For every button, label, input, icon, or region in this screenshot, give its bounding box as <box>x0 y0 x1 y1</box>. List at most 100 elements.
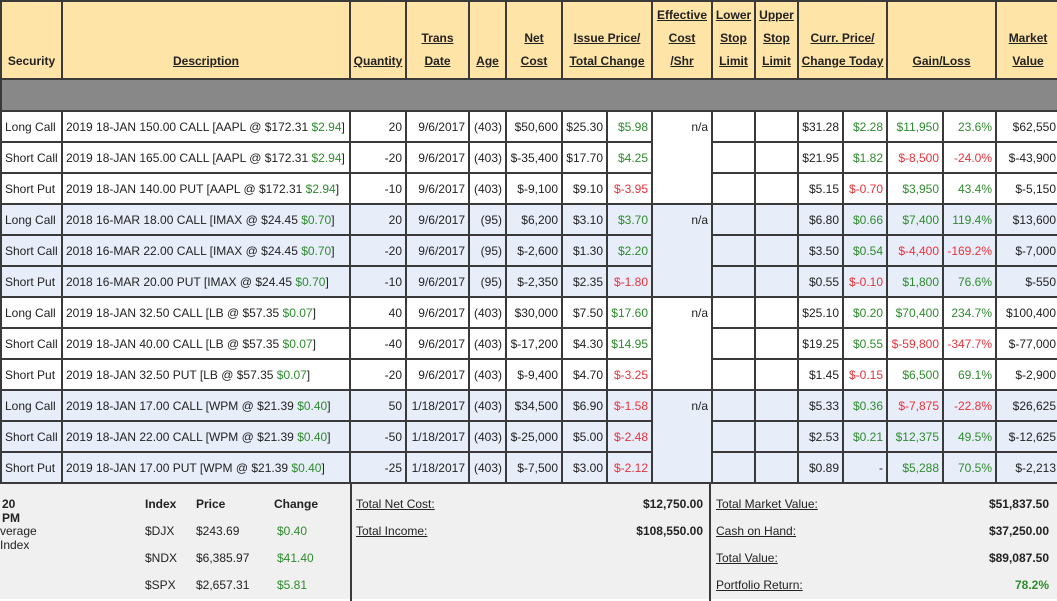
separator-row <box>0 78 1057 112</box>
upper-stop-limit-cell[interactable] <box>754 172 799 205</box>
issue-price-cell: $4.70 <box>561 358 608 391</box>
total-value: $89,087.50 <box>988 551 1049 565</box>
upper-stop-limit-cell[interactable] <box>754 327 799 360</box>
header-label[interactable]: Curr. Price/ <box>810 31 875 45</box>
net-cost-cell: $50,600 <box>505 110 563 143</box>
upper-stop-limit-cell[interactable] <box>754 234 799 267</box>
column-header[interactable]: Effective Cost/Shr <box>651 0 713 80</box>
header-label[interactable]: Total Change <box>569 54 645 68</box>
lower-stop-limit-cell[interactable] <box>711 203 756 236</box>
lower-stop-limit-cell[interactable] <box>711 296 756 329</box>
position-row[interactable]: Short Call 2018 16-MAR 22.00 CALL [IMAX @… <box>0 234 1057 267</box>
issue-price-cell: $2.35 <box>561 265 608 298</box>
current-price-cell: $31.28 <box>797 110 844 143</box>
lower-stop-limit-cell[interactable] <box>711 389 756 422</box>
column-header[interactable]: Net Cost <box>505 0 563 80</box>
position-row[interactable]: Long Call 2018 16-MAR 18.00 CALL [IMAX @ … <box>0 203 1057 298</box>
position-row[interactable]: Short Call 2019 18-JAN 40.00 CALL [LB @ $… <box>0 327 1057 360</box>
header-label[interactable]: Issue Price/ <box>573 31 641 45</box>
upper-stop-limit-cell[interactable] <box>754 110 799 143</box>
header-label[interactable]: Description <box>172 54 239 68</box>
position-row[interactable]: Long Call 2019 18-JAN 150.00 CALL [AAPL @… <box>0 110 1057 205</box>
gain-loss-cell: $-8,500 <box>886 141 945 174</box>
quantity-cell: -40 <box>349 327 407 360</box>
position-row[interactable]: Short Put 2018 16-MAR 20.00 PUT [IMAX @ $… <box>0 265 1057 298</box>
desc: 2019 18-JAN 40.00 CALL [LB @ $57.35 <box>66 336 283 351</box>
gain-loss-pct-cell: 70.5% <box>942 451 998 484</box>
position-row[interactable]: Long Call 2019 18-JAN 17.00 CALL [WPM @ $… <box>0 389 1057 484</box>
upper-stop-limit-cell[interactable] <box>754 265 799 298</box>
header-label[interactable]: Limit <box>719 54 748 68</box>
header-label[interactable]: Limit <box>762 54 791 68</box>
header-label[interactable]: Trans <box>421 31 454 45</box>
upper-stop-limit-cell[interactable] <box>754 141 799 174</box>
trans-date-cell: 9/6/2017 <box>405 110 470 143</box>
lower-stop-limit-cell[interactable] <box>711 234 756 267</box>
trans-date-cell: 1/18/2017 <box>405 451 470 484</box>
upper-stop-limit-cell[interactable] <box>754 451 799 484</box>
column-header[interactable]: Age <box>468 0 507 80</box>
upper-stop-limit-cell[interactable] <box>754 296 799 329</box>
age-cell: (403) <box>468 451 507 484</box>
column-header[interactable]: Lower Stop Limit <box>711 0 756 80</box>
header-label[interactable]: Effective <box>656 8 708 22</box>
upper-stop-limit-cell[interactable] <box>754 358 799 391</box>
column-header[interactable]: Gain/Loss <box>886 0 998 80</box>
column-header[interactable]: Trans Date <box>405 0 470 80</box>
column-header[interactable]: Upper Stop Limit <box>754 0 799 80</box>
position-row[interactable]: Long Call 2019 18-JAN 32.50 CALL [LB @ $5… <box>0 296 1057 391</box>
upper-stop-limit-cell[interactable] <box>754 203 799 236</box>
column-header[interactable]: Curr. Price/Change Today <box>796 0 889 80</box>
current-price-cell: $3.50 <box>797 234 844 267</box>
header-label[interactable]: Cost <box>520 54 548 68</box>
issue-price-cell: $9.10 <box>561 172 608 205</box>
header-label[interactable]: Age <box>476 54 499 68</box>
column-header[interactable]: Issue Price/Total Change <box>561 0 653 80</box>
trans-date-cell: 9/6/2017 <box>405 234 470 267</box>
market-value-cell: $100,400 <box>995 296 1057 329</box>
header-label[interactable]: Stop <box>763 31 790 45</box>
desc-end: ] <box>325 274 329 289</box>
lower-stop-limit-cell[interactable] <box>711 110 756 143</box>
net-cost-cell: $-17,200 <box>505 327 563 360</box>
upper-stop-limit-cell[interactable] <box>754 389 799 422</box>
total-net-cost-value: $12,750.00 <box>642 497 703 511</box>
header-label[interactable]: Net <box>524 31 544 45</box>
index-col-header: Index <box>145 497 177 511</box>
header-label[interactable]: Gain/Loss <box>912 54 971 68</box>
header-label[interactable]: Lower <box>715 8 752 22</box>
column-header[interactable]: Market Value <box>995 0 1057 80</box>
header-label[interactable]: Stop <box>720 31 747 45</box>
lower-stop-limit-cell[interactable] <box>711 358 756 391</box>
total-change-cell: $-1.80 <box>606 265 653 298</box>
position-row[interactable]: Short Put 2019 18-JAN 32.50 PUT [LB @ $57… <box>0 358 1057 391</box>
header-label[interactable]: Quantity <box>353 54 403 68</box>
upper-stop-limit-cell[interactable] <box>754 420 799 453</box>
lower-stop-limit-cell[interactable] <box>711 172 756 205</box>
cost-section: Total Net Cost: $12,750.00 Total Income:… <box>350 484 711 601</box>
position-row[interactable]: Short Put 2019 18-JAN 140.00 PUT [AAPL @ … <box>0 172 1057 205</box>
lower-stop-limit-cell[interactable] <box>711 420 756 453</box>
lower-stop-limit-cell[interactable] <box>711 451 756 484</box>
desc-change: $0.40 <box>291 460 322 475</box>
header-label[interactable]: Change Today <box>801 54 884 68</box>
net-cost-cell: $-35,400 <box>505 141 563 174</box>
header-label[interactable]: Date <box>424 54 451 68</box>
header-label[interactable]: Upper <box>759 8 794 22</box>
position-row[interactable]: Short Call 2019 18-JAN 22.00 CALL [WPM @ … <box>0 420 1057 453</box>
issue-price-cell: $3.10 <box>561 203 608 236</box>
lower-stop-limit-cell[interactable] <box>711 141 756 174</box>
column-header[interactable]: Description <box>61 0 351 80</box>
position-row[interactable]: Short Put 2019 18-JAN 17.00 PUT [WPM @ $2… <box>0 451 1057 484</box>
header-label[interactable]: Market <box>1008 31 1048 45</box>
position-row[interactable]: Short Call 2019 18-JAN 165.00 CALL [AAPL … <box>0 141 1057 174</box>
total-market-value: $51,837.50 <box>988 497 1049 511</box>
market-value-cell: $26,625 <box>995 389 1057 422</box>
column-header[interactable]: Quantity <box>349 0 407 80</box>
header-label[interactable]: Cost <box>668 31 696 45</box>
lower-stop-limit-cell[interactable] <box>711 327 756 360</box>
header-label[interactable]: Value <box>1012 54 1044 68</box>
header-label[interactable]: /Shr <box>670 54 694 68</box>
lower-stop-limit-cell[interactable] <box>711 265 756 298</box>
desc-end: ] <box>341 150 345 165</box>
